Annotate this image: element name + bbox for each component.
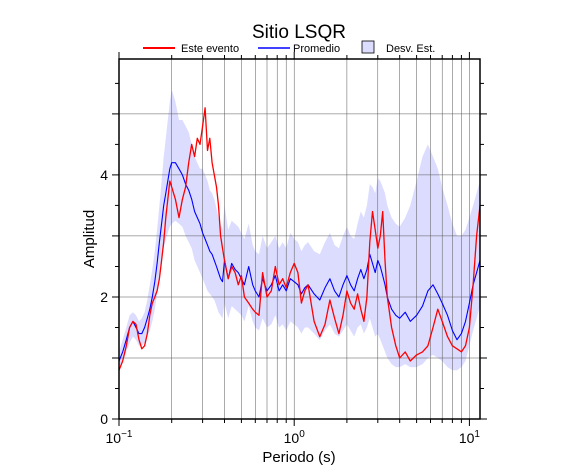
line-layer [118,107,481,371]
legend-label-promedio: Promedio [293,43,340,55]
legend-swatch-desv-est [361,40,375,54]
legend-label-este-evento: Este evento [181,43,239,55]
legend: Este evento Promedio Desv. Est. [143,40,435,55]
plot-frame [118,58,481,420]
y-tick-label: 4 [100,167,108,183]
x-tick-label: 10−1 [106,429,133,446]
y-axis-label: Amplitud [81,210,98,268]
series-line-este-evento [118,107,481,371]
x-tick-label: 101 [459,429,481,446]
y-tick-label: 2 [100,289,108,305]
y-tick-label: 0 [100,411,108,427]
series-line-promedio [118,162,481,362]
axis-layer: 10−1 100 101 0 2 4 [100,52,487,446]
std-band [119,89,480,371]
legend-label-desv-est: Desv. Est. [386,43,435,55]
grid-layer [119,59,480,419]
x-tick-label: 100 [284,429,306,446]
band-layer [119,89,480,371]
chart-title: Sitio LSQR [252,22,346,43]
x-axis-label: Periodo (s) [262,449,335,466]
